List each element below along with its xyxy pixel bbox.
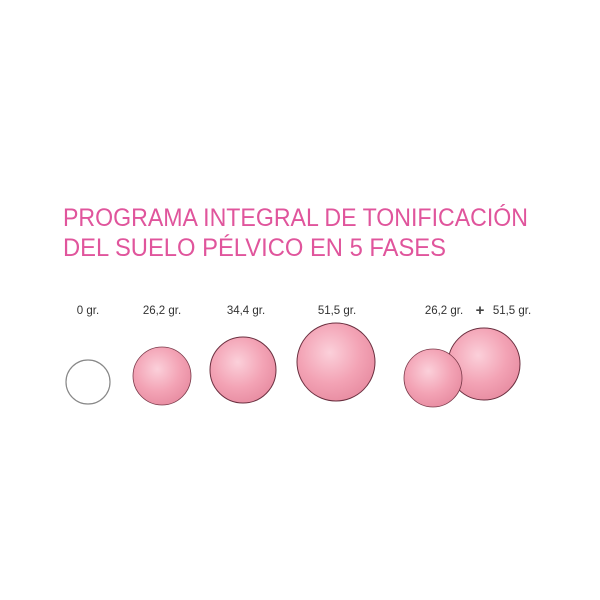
title-line-2: DEL SUELO PÉLVICO EN 5 FASES (63, 233, 446, 262)
ball-34g (209, 336, 277, 404)
title-line-1: PROGRAMA INTEGRAL DE TONIFICACIÓN (63, 203, 528, 232)
ball-26g-pair (403, 348, 463, 408)
phase-2-weight: 26,2 gr. (143, 305, 181, 317)
phase-3-weight: 34,4 gr. (227, 305, 265, 317)
empty-ball (65, 359, 111, 405)
phase-5-weight-a: 26,2 gr. (425, 305, 463, 317)
ball-51g (296, 322, 376, 402)
plus-sign: + (476, 302, 485, 319)
phase-4-weight: 51,5 gr. (318, 305, 356, 317)
ball-26g (132, 346, 192, 406)
phase-1-weight: 0 gr. (77, 305, 99, 317)
phase-5-weight-b: 51,5 gr. (493, 305, 531, 317)
